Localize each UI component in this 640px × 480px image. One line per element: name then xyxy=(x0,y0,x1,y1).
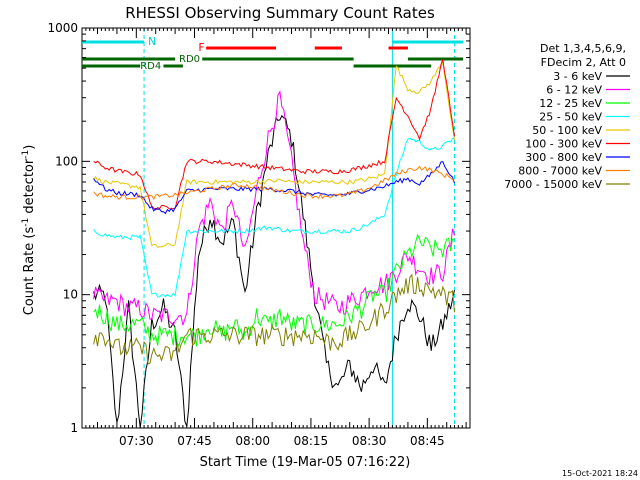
legend-label: 7000 - 15000 keV xyxy=(504,178,602,191)
series-line-1 xyxy=(93,90,455,326)
x-axis-label: Start Time (19-Mar-05 07:16:22) xyxy=(200,455,411,470)
series-line-4 xyxy=(93,61,455,248)
legend-label: 50 - 100 keV xyxy=(532,124,602,137)
x-tick-label: 07:30 xyxy=(119,434,154,448)
legend-header: Det 1,3,4,5,6,9, xyxy=(540,42,626,55)
y-axis-label: Count Rate (s-1 detector-1) xyxy=(21,145,37,316)
rd0-flag-label: RD0 xyxy=(179,54,200,65)
legend-label: 12 - 25 keV xyxy=(539,97,602,110)
x-tick-label: 08:30 xyxy=(352,434,387,448)
y-tick-label: 100 xyxy=(55,154,78,168)
flare-flag-label: F xyxy=(198,41,204,54)
x-tick-label: 08:15 xyxy=(294,434,329,448)
axes: 1 10 100 1000 07:30 07:45 08:00 08:15 08:30 08:45 xyxy=(47,21,471,448)
series-line-8 xyxy=(93,273,455,365)
legend-label: 6 - 12 keV xyxy=(546,84,602,97)
legend-label: 3 - 6 keV xyxy=(553,70,602,83)
legend-label: 100 - 300 keV xyxy=(525,138,602,151)
footer-date: 15-Oct-2021 18:24 xyxy=(562,469,638,478)
legend-label: 800 - 7000 keV xyxy=(518,165,602,178)
chart-title: RHESSI Observing Summary Count Rates xyxy=(125,4,435,22)
legend: Det 1,3,4,5,6,9,FDecim 2, Att 03 - 6 keV… xyxy=(504,42,630,191)
series-lines xyxy=(93,59,455,428)
x-tick-label: 08:45 xyxy=(410,434,445,448)
legend-label: 25 - 50 keV xyxy=(539,111,602,124)
x-tick-label: 07:45 xyxy=(177,434,212,448)
series-line-7 xyxy=(93,165,455,201)
y-tick-label: 10 xyxy=(63,288,78,302)
series-line-5 xyxy=(93,59,455,211)
rd4-flag-label: RD4 xyxy=(140,61,161,72)
night-flag-label: N xyxy=(148,35,156,48)
legend-label: 300 - 800 keV xyxy=(525,151,602,164)
series-line-2 xyxy=(93,233,455,348)
series-line-6 xyxy=(93,161,455,215)
y-tick-label: 1 xyxy=(70,421,78,435)
x-tick-label: 08:00 xyxy=(235,434,270,448)
legend-header: FDecim 2, Att 0 xyxy=(541,56,626,69)
y-tick-label: 1000 xyxy=(47,21,78,35)
series-line-3 xyxy=(93,137,455,298)
